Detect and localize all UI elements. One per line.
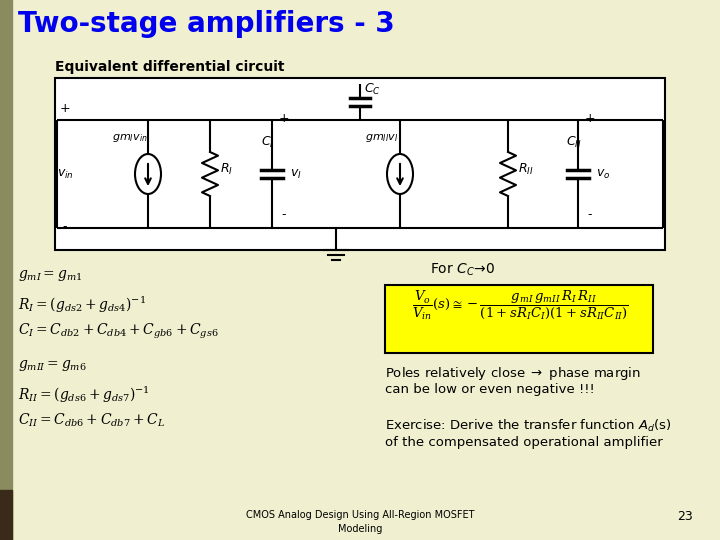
Text: +: + xyxy=(60,102,71,115)
Text: Two-stage amplifiers - 3: Two-stage amplifiers - 3 xyxy=(18,10,395,38)
Bar xyxy=(0,490,12,540)
Bar xyxy=(385,285,653,353)
Text: of the compensated operational amplifier: of the compensated operational amplifier xyxy=(385,436,662,449)
Text: -: - xyxy=(588,208,593,221)
Text: $R_{II}$: $R_{II}$ xyxy=(518,161,534,177)
Text: -: - xyxy=(63,220,67,233)
Text: Exercise: Derive the transfer function $A_d$(s): Exercise: Derive the transfer function $… xyxy=(385,418,672,434)
Bar xyxy=(55,78,665,250)
Text: $C_I$: $C_I$ xyxy=(261,135,274,150)
Text: CMOS Analog Design Using All-Region MOSFET
Modeling: CMOS Analog Design Using All-Region MOSF… xyxy=(246,510,474,534)
Text: $R_I = (g_{ds2} + g_{ds4})^{-1}$: $R_I = (g_{ds2} + g_{ds4})^{-1}$ xyxy=(18,295,146,315)
Text: $C_{II} = C_{db6} + C_{db7} + C_L$: $C_{II} = C_{db6} + C_{db7} + C_L$ xyxy=(18,412,165,429)
Text: $gm_{II} v_I$: $gm_{II} v_I$ xyxy=(365,132,399,144)
Text: For $C_C\!\rightarrow\!0$: For $C_C\!\rightarrow\!0$ xyxy=(430,262,496,279)
Text: Poles relatively close $\rightarrow$ phase margin: Poles relatively close $\rightarrow$ pha… xyxy=(385,365,641,382)
Text: $C_C$: $C_C$ xyxy=(364,82,381,97)
Text: -: - xyxy=(282,208,287,221)
Text: $g_{mI} = g_{m1}$: $g_{mI} = g_{m1}$ xyxy=(18,268,82,283)
Text: $v_o$: $v_o$ xyxy=(596,167,611,180)
Text: +: + xyxy=(279,112,289,125)
Bar xyxy=(0,0,12,540)
Text: can be low or even negative !!!: can be low or even negative !!! xyxy=(385,383,595,396)
Text: $g_{mII} = g_{m6}$: $g_{mII} = g_{m6}$ xyxy=(18,358,86,373)
Text: $v_{in}$: $v_{in}$ xyxy=(57,167,73,180)
Text: $R_{II} = (g_{ds6} + g_{ds7})^{-1}$: $R_{II} = (g_{ds6} + g_{ds7})^{-1}$ xyxy=(18,385,150,406)
Text: $C_I = C_{db2} + C_{db4} + C_{gb6} + C_{gs6}$: $C_I = C_{db2} + C_{db4} + C_{gb6} + C_{… xyxy=(18,322,219,341)
Text: 23: 23 xyxy=(677,510,693,523)
Text: $\dfrac{V_o}{V_{in}}(s)\cong-\dfrac{g_{mI}\,g_{mII}\,R_I\,R_{II}}{(1+sR_IC_I)(1+: $\dfrac{V_o}{V_{in}}(s)\cong-\dfrac{g_{m… xyxy=(412,289,629,321)
Text: Equivalent differential circuit: Equivalent differential circuit xyxy=(55,60,284,74)
Text: $gm_I v_{in}$: $gm_I v_{in}$ xyxy=(112,132,148,144)
Text: $C_{II}$: $C_{II}$ xyxy=(566,135,582,150)
Text: $v_I$: $v_I$ xyxy=(290,167,302,180)
Text: $R_I$: $R_I$ xyxy=(220,161,233,177)
Text: +: + xyxy=(585,112,595,125)
